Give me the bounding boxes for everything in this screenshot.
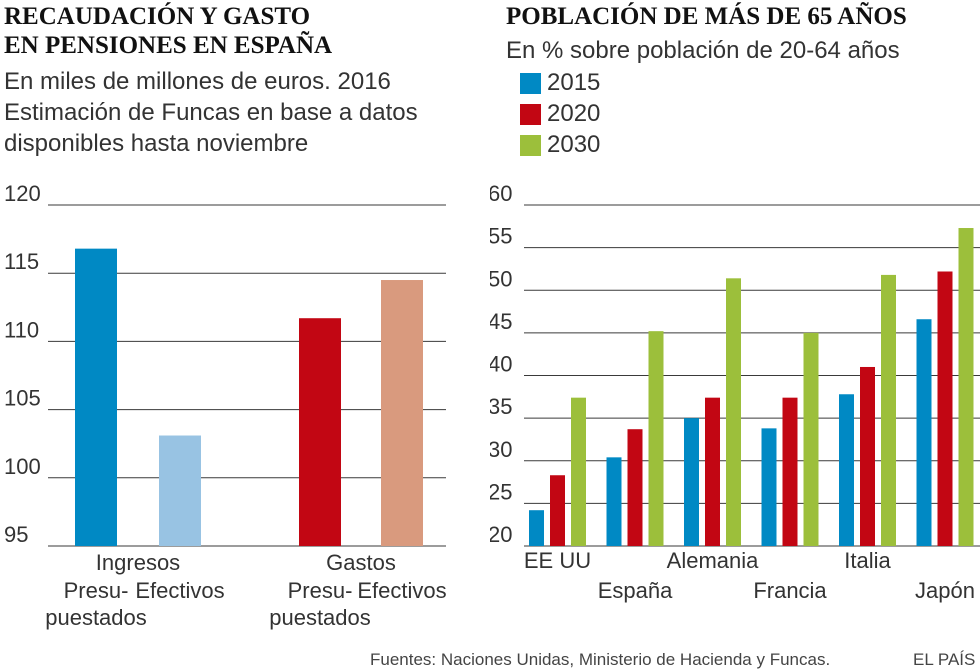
- y-tick-label-55: 55: [490, 224, 512, 249]
- y-tick-label-20: 20: [490, 522, 512, 547]
- y-tick-label-110: 110: [4, 317, 39, 342]
- bar-alemania-2030: [726, 278, 741, 546]
- bar-japon-2015: [916, 319, 932, 546]
- bar-alemania-2020: [705, 397, 720, 546]
- legend-item-2020: 2020: [520, 99, 600, 129]
- bar-ee-uu-2030: [571, 397, 586, 546]
- group-label-gastos: Gastos: [326, 550, 396, 575]
- source-note: Fuentes: Naciones Unidas, Ministerio de …: [370, 650, 831, 669]
- bar-espana-2015: [606, 457, 622, 546]
- bar-alemania-2015: [684, 418, 699, 546]
- bar-francia-2030: [803, 332, 819, 546]
- right-chart-title: POBLACIÓN DE MÁS DE 65 AÑOS: [506, 3, 907, 30]
- bar-ee-uu-2015: [529, 510, 544, 546]
- bar-espana-2030: [648, 331, 664, 546]
- category-label-espana: España: [598, 578, 673, 603]
- bar-label-gastos-efectivos-0: Efectivos: [357, 578, 446, 603]
- bar-label-ingresos-efectivos-0: Efectivos: [135, 578, 224, 603]
- bar-ingresos-presu-puestados: [75, 248, 117, 546]
- y-tick-label-30: 30: [490, 437, 512, 462]
- group-label-ingresos: Ingresos: [96, 550, 180, 575]
- y-tick-label-105: 105: [4, 386, 41, 411]
- bar-francia-2020: [782, 397, 798, 546]
- bar-ee-uu-2020: [550, 475, 565, 546]
- bar-italia-2020: [860, 366, 875, 546]
- category-label-japon: Japón: [915, 578, 975, 603]
- legend-swatch-2015: [520, 72, 541, 94]
- legend-swatch-2030: [520, 134, 541, 156]
- y-tick-label-40: 40: [490, 352, 512, 377]
- legend-label-2015: 2015: [547, 69, 601, 96]
- category-label-italia: Italia: [844, 548, 891, 573]
- legend-item-2015: 2015: [520, 68, 600, 98]
- category-label-francia: Francia: [753, 578, 827, 603]
- legend-item-2030: 2030: [520, 130, 600, 160]
- bar-gastos-efectivos: [381, 280, 423, 546]
- bar-label-gastos-presu-puestados-0: Presu-: [288, 578, 353, 603]
- left-title-line-1: RECAUDACIÓN Y GASTO: [4, 3, 311, 30]
- left-subtitle-line-3: disponibles hasta noviembre: [4, 130, 309, 157]
- publisher-brand: EL PAÍS: [913, 650, 976, 669]
- bar-label-ingresos-presu-puestados-1: puestados: [45, 605, 147, 630]
- bar-espana-2020: [627, 429, 643, 546]
- y-tick-label-120: 120: [4, 181, 41, 206]
- category-label-alemania: Alemania: [667, 548, 759, 573]
- legend-label-2030: 2030: [547, 131, 601, 158]
- y-tick-label-50: 50: [490, 266, 512, 291]
- left-chart-title: RECAUDACIÓN Y GASTO EN PENSIONES EN ESPA…: [4, 2, 332, 60]
- y-tick-label-45: 45: [490, 309, 512, 334]
- category-label-ee-uu: EE UU: [524, 548, 591, 573]
- legend-swatch-2020: [520, 103, 541, 125]
- bar-gastos-presu-puestados: [299, 318, 341, 546]
- bar-label-ingresos-presu-puestados-0: Presu-: [64, 578, 129, 603]
- bar-italia-2015: [839, 394, 854, 546]
- y-tick-label-95: 95: [4, 522, 28, 547]
- y-tick-label-115: 115: [4, 249, 39, 274]
- bar-japon-2030: [958, 228, 974, 546]
- bar-francia-2015: [761, 428, 777, 546]
- left-title-line-2: EN PENSIONES EN ESPAÑA: [4, 32, 333, 59]
- left-chart-subtitle: En miles de millones de euros. 2016 Esti…: [4, 66, 418, 159]
- bar-label-gastos-presu-puestados-1: puestados: [269, 605, 371, 630]
- y-tick-label-25: 25: [490, 479, 512, 504]
- left-subtitle-line-2: Estimación de Funcas en base a datos: [4, 99, 418, 126]
- population-bar-chart: 20 25 30 35 40 45 50 55 60 EE UU España Alemania Fra…: [490, 181, 980, 603]
- bar-ingresos-efectivos: [159, 435, 201, 546]
- y-tick-label-60: 60: [490, 181, 512, 206]
- legend-label-2020: 2020: [547, 100, 601, 127]
- left-subtitle-line-1: En miles de millones de euros. 2016: [4, 68, 391, 95]
- bar-japon-2020: [937, 271, 953, 546]
- bar-italia-2030: [881, 274, 896, 546]
- right-chart-subtitle: En % sobre población de 20-64 años: [506, 37, 900, 64]
- y-tick-label-35: 35: [490, 394, 512, 419]
- y-tick-label-100: 100: [4, 454, 41, 479]
- pension-bar-chart: 95100105110115120Presu-puestadosEfectivo…: [4, 181, 447, 630]
